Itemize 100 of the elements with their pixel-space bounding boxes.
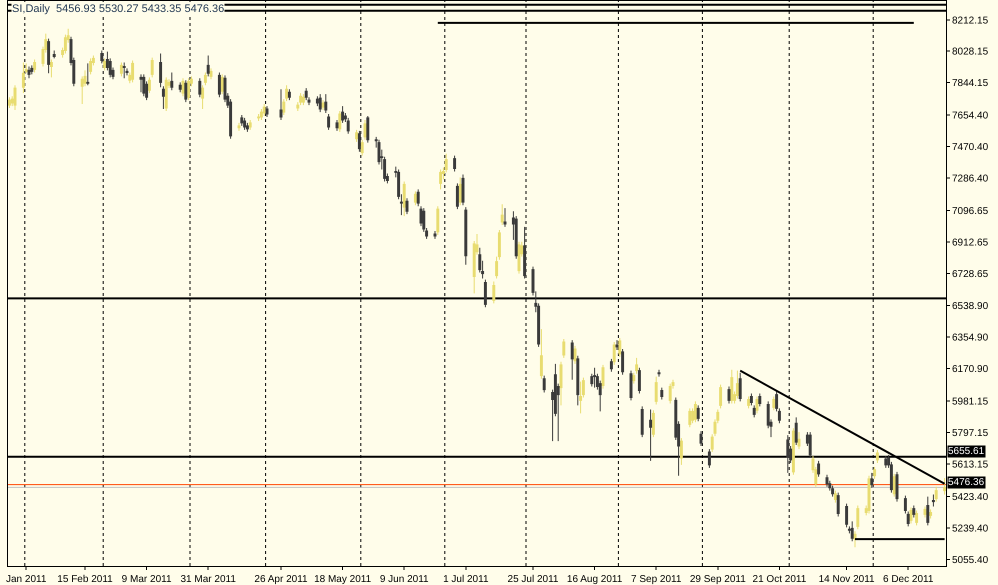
candlestick [22, 62, 25, 94]
y-tick-label: 6728.65 [952, 268, 989, 280]
candlestick [792, 428, 795, 476]
candlestick [122, 62, 126, 79]
x-tick-label: 25 Jul 2011 [508, 574, 559, 585]
candlestick [593, 367, 596, 388]
candlestick [876, 449, 879, 464]
x-tick-label: 21 Oct 2011 [752, 574, 807, 585]
candlestick [248, 119, 252, 130]
candlestick [500, 204, 504, 226]
candlestick [658, 369, 660, 378]
candlestick [170, 72, 174, 91]
candlestick [100, 50, 104, 64]
candlestick [560, 361, 562, 406]
candlestick [266, 106, 268, 118]
ref-line-label: 5655.61 [948, 446, 985, 457]
y-tick-label: 8212.15 [952, 15, 989, 26]
candlestick [912, 505, 916, 518]
y-tick-label: 5981.15 [952, 396, 989, 408]
x-tick-label: 7 Sep 2011 [630, 574, 682, 585]
candlestick [364, 119, 366, 140]
candlestick [30, 64, 34, 75]
candlestick [616, 340, 618, 350]
candlestick [14, 84, 16, 111]
candlestick [182, 78, 184, 97]
candlestick [89, 58, 92, 75]
candlestick [204, 72, 207, 86]
candlestick [246, 122, 249, 132]
candlestick [238, 122, 240, 132]
y-tick-label: 7096.65 [952, 206, 989, 217]
candlestick [322, 100, 324, 111]
candlestick [929, 508, 932, 519]
candlestick [453, 155, 456, 172]
candlestick [934, 486, 938, 502]
candlestick [652, 410, 655, 438]
candlestick [854, 530, 856, 548]
candlestick [142, 74, 146, 97]
candlestick [518, 241, 520, 274]
candlestick [358, 130, 361, 152]
ref-line-label: 5476.36 [948, 477, 985, 488]
y-tick-label: 5239.40 [952, 523, 989, 534]
candlestick [708, 448, 711, 468]
x-tick-label: 9 Mar 2011 [122, 574, 172, 585]
y-tick-label: 6538.90 [952, 301, 989, 312]
candlestick [131, 60, 134, 83]
y-tick-label: 7286.40 [952, 173, 989, 184]
candlestick [257, 113, 260, 122]
x-tick-label: 26 Apr 2011 [254, 574, 308, 585]
candlestick [772, 396, 776, 411]
candlestick [630, 370, 632, 401]
candlestick [164, 76, 168, 112]
candlestick [218, 72, 221, 98]
candlestick [414, 190, 417, 206]
x-tick-label: 15 Feb 2011 [57, 574, 114, 585]
candlestick [280, 88, 282, 120]
candlestick [750, 393, 753, 406]
candlestick [694, 400, 697, 423]
candlestick [826, 474, 828, 488]
candlestick [640, 406, 644, 438]
candlestick [504, 208, 506, 228]
candlestick [103, 58, 106, 71]
candlestick [794, 416, 798, 446]
candlestick [610, 358, 613, 372]
y-tick-label: 6912.65 [952, 237, 989, 248]
candlestick [719, 384, 722, 409]
candlestick [747, 396, 750, 409]
candlestick [924, 506, 926, 518]
candlestick [602, 364, 604, 390]
candlestick [366, 116, 370, 144]
candlestick [850, 520, 854, 542]
candlestick [817, 460, 820, 478]
candlestick [360, 139, 364, 156]
candlestick [915, 510, 918, 526]
candlestick [562, 338, 566, 358]
candlestick [845, 503, 848, 528]
x-tick-label: 9 Jun 2011 [380, 574, 430, 585]
candlestick [52, 50, 56, 59]
candlestick [198, 78, 202, 98]
x-tick-label: Jan 2011 [6, 574, 47, 585]
candlestick [178, 82, 182, 93]
x-tick-label: 14 Nov 2011 [818, 574, 876, 585]
candlestick [892, 473, 896, 498]
candlestick [458, 176, 462, 206]
candlestick [206, 55, 210, 77]
candlestick [434, 230, 436, 240]
candlestick [730, 369, 734, 404]
candlestick [439, 169, 442, 190]
candlestick [378, 139, 380, 166]
candlestick [943, 478, 946, 496]
candlestick [576, 355, 580, 406]
candlestick [728, 386, 730, 404]
candlestick [870, 472, 874, 488]
candlestick [680, 438, 683, 466]
candlestick [654, 376, 658, 405]
x-tick-label: 1 Jul 2011 [443, 574, 489, 585]
candlestick [355, 129, 358, 142]
candlestick [288, 88, 291, 101]
candlestick [756, 396, 758, 414]
x-tick-label: 29 Sep 2011 [690, 574, 746, 585]
y-tick-label: 8028.15 [952, 46, 989, 58]
